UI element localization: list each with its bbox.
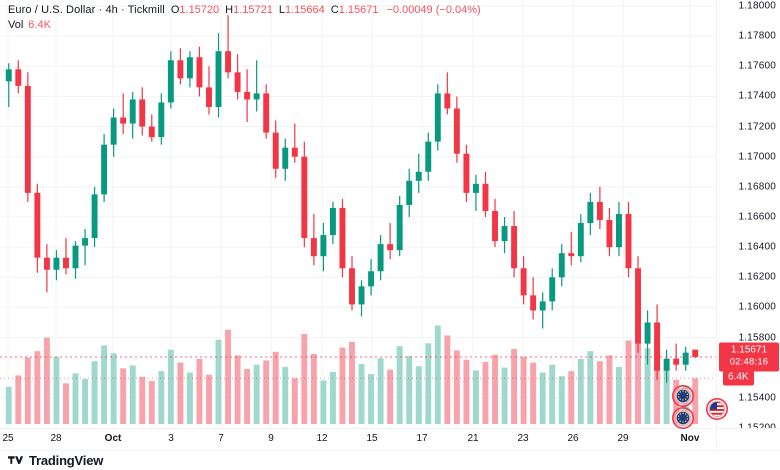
current-price-badge[interactable]: 1.15671 02:48:16	[719, 342, 779, 372]
price-tick-label: 1.16600	[738, 211, 776, 223]
bar-countdown: 02:48:16	[729, 356, 769, 368]
time-tick-label: 25	[2, 433, 14, 444]
time-tick-label: 15	[366, 433, 378, 444]
time-tick-label: 3	[168, 433, 174, 444]
time-tick-label: 12	[316, 433, 328, 444]
tradingview-logo[interactable]: TradingView	[8, 453, 103, 468]
price-tick-label: 1.18000	[738, 0, 776, 12]
price-tick-label: 1.16400	[738, 241, 776, 253]
price-tick-label: 1.16800	[738, 181, 776, 193]
price-tick-label: 1.15400	[738, 392, 776, 404]
time-tick-label: 7	[218, 433, 224, 444]
price-tick-label: 1.16000	[738, 301, 776, 313]
time-tick-label: 23	[517, 433, 529, 444]
time-tick-label: 28	[50, 433, 62, 444]
eu-flag-marker-1-icon[interactable]	[672, 385, 694, 407]
us-flag-marker-icon[interactable]	[706, 398, 728, 420]
price-tick-label: 1.17200	[738, 121, 776, 133]
time-tick-label: 9	[268, 433, 274, 444]
price-tick-label: 1.17600	[738, 60, 776, 72]
tradingview-logo-icon	[8, 455, 24, 464]
tradingview-logo-text: TradingView	[29, 453, 104, 468]
current-price-value: 1.15671	[730, 344, 768, 356]
price-tick-label: 1.17400	[738, 90, 776, 102]
time-tick-label: 29	[617, 433, 629, 444]
time-tick-label: Oct	[104, 433, 122, 444]
bottom-bar: TradingView	[0, 450, 780, 470]
time-scale-corner	[716, 428, 780, 450]
time-tick-label: 21	[467, 433, 479, 444]
price-scale[interactable]: 1.18000 1.17800 1.17600 1.17400 1.17200 1.170…	[716, 0, 780, 434]
candlestick-series-layer	[5, 15, 699, 424]
time-tick-label: 26	[567, 433, 579, 444]
time-scale[interactable]: 25 28 Oct 3 7 9 12 15 17 21 23 26 29 Nov	[0, 428, 716, 450]
price-line-overlay	[0, 356, 716, 379]
price-tick-label: 1.17000	[738, 151, 776, 163]
chart-plot-area[interactable]	[0, 0, 716, 428]
eu-flag-marker-2-icon[interactable]	[672, 407, 694, 429]
price-tick-label: 1.16200	[738, 271, 776, 283]
price-tick-label: 1.17800	[738, 30, 776, 42]
time-tick-label: 17	[416, 433, 428, 444]
time-tick-label: Nov	[680, 433, 700, 444]
price-tick-label: 1.15800	[738, 332, 776, 344]
volume-badge[interactable]: 6.4K	[723, 370, 754, 386]
